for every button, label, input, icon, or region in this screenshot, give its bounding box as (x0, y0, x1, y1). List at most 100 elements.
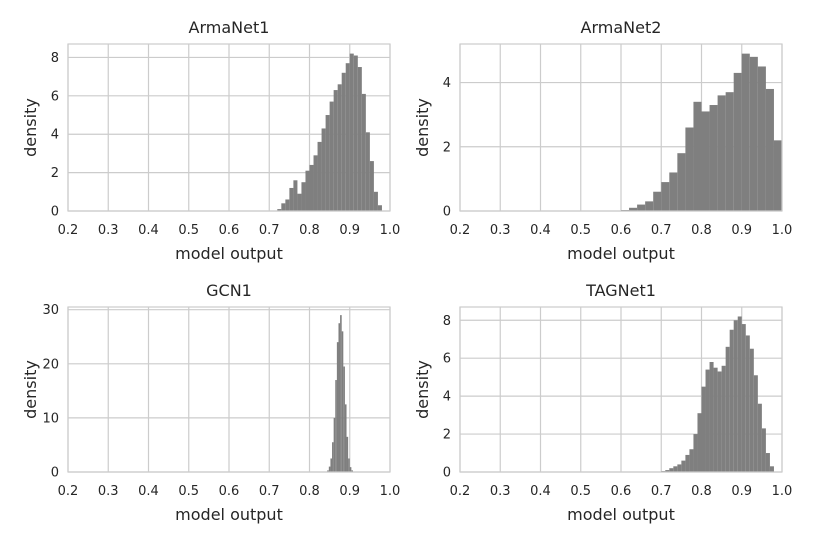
y-axis-label: density (413, 98, 432, 157)
y-tick-label: 8 (443, 314, 451, 329)
histogram-bar (377, 205, 382, 211)
x-tick-label: 0.2 (450, 223, 471, 238)
x-tick-label: 1.0 (380, 223, 401, 238)
histogram-bar (705, 369, 710, 472)
histogram-bar (335, 380, 337, 472)
x-tick-label: 1.0 (772, 484, 793, 499)
histogram-bar (693, 101, 702, 211)
histogram-bar (681, 460, 686, 472)
histogram-bar (345, 63, 350, 211)
histogram-bar (733, 72, 742, 212)
histogram-bar (725, 346, 730, 472)
histogram-bar (701, 386, 706, 472)
histogram-bar (729, 329, 734, 472)
histogram-bar (344, 404, 347, 472)
histogram-bar (765, 88, 774, 211)
y-tick-label: 0 (51, 205, 59, 220)
x-tick-label: 0.8 (691, 223, 712, 238)
y-tick-label: 0 (443, 205, 451, 220)
histogram-bar (737, 316, 742, 472)
subplot-title: GCN1 (206, 281, 252, 300)
histogram-bar (325, 115, 330, 211)
x-tick-label: 0.5 (178, 484, 199, 499)
histogram-bar (773, 140, 782, 211)
y-tick-label: 0 (443, 466, 451, 481)
x-tick-label: 0.9 (339, 484, 360, 499)
histogram-bar (351, 470, 353, 472)
x-axis-label: model output (175, 505, 283, 524)
histogram-bar (673, 466, 678, 472)
histogram-bar (769, 466, 774, 472)
y-tick-label: 6 (51, 89, 59, 104)
histogram-bar (327, 470, 329, 472)
histogram-bar (343, 366, 345, 472)
histogram-bar (329, 101, 334, 211)
histogram-bar (757, 403, 762, 472)
y-tick-label: 10 (42, 411, 59, 426)
histogram-bar (653, 191, 662, 211)
histogram-bar (285, 199, 290, 211)
x-tick-label: 0.7 (651, 223, 672, 238)
x-tick-label: 0.7 (259, 484, 280, 499)
histogram-bar (341, 72, 346, 211)
y-tick-label: 2 (51, 166, 59, 181)
histogram-bar (701, 111, 710, 211)
histogram-bar (669, 172, 678, 211)
x-tick-label: 0.8 (299, 223, 320, 238)
histogram-bar (685, 454, 690, 472)
x-tick-label: 0.3 (490, 484, 511, 499)
histogram-bar (333, 417, 336, 472)
histogram-bar (328, 466, 331, 472)
y-tick-label: 4 (443, 76, 451, 91)
subplot-title: ArmaNet2 (581, 18, 662, 37)
histogram-bar (709, 362, 714, 472)
histogram-bar (348, 458, 350, 472)
y-tick-label: 0 (51, 466, 59, 481)
histogram-bar (357, 67, 362, 211)
histogram-bar (277, 209, 282, 211)
histogram-bar (361, 93, 366, 211)
histogram-bar (741, 324, 746, 472)
x-axis-label: model output (567, 505, 675, 524)
histogram-bar (717, 95, 726, 211)
plot-area-frame (459, 306, 783, 473)
y-axis-label: density (413, 360, 432, 419)
x-tick-label: 0.3 (98, 484, 119, 499)
histogram-bar (685, 127, 694, 211)
histogram-bar (337, 84, 342, 211)
histogram-bar (753, 375, 758, 472)
histogram-bar (346, 436, 349, 472)
histogram-bar (745, 335, 750, 472)
histogram-bar (749, 56, 758, 211)
histogram-bar (309, 164, 314, 211)
subplot-tagnet1: 0.2 0.3 0.4 0.5 0.6 0.7 0.8 0.9 1.0 0 2 4 6 8 TAGNet1 m… (413, 281, 792, 524)
histogram-bar (733, 320, 738, 472)
histogram-bar (281, 203, 286, 211)
histogram-bar (332, 442, 334, 472)
x-tick-label: 0.4 (138, 223, 159, 238)
x-tick-label: 0.6 (219, 484, 240, 499)
y-axis-label: density (21, 360, 40, 419)
y-tick-label: 20 (42, 357, 59, 372)
x-tick-label: 0.2 (450, 484, 471, 499)
subplot-armanet2: 0.2 0.3 0.4 0.5 0.6 0.7 0.8 0.9 1.0 0 2 4 ArmaNet2 mo… (413, 18, 792, 263)
histogram-bar (741, 53, 750, 212)
x-tick-label: 0.7 (259, 223, 280, 238)
x-tick-label: 0.7 (651, 484, 672, 499)
x-tick-label: 0.5 (570, 484, 591, 499)
x-tick-label: 0.4 (530, 223, 551, 238)
y-axis-label: density (21, 98, 40, 157)
histogram-bar (349, 53, 354, 211)
subplot-armanet1: 0.2 0.3 0.4 0.5 0.6 0.7 0.8 0.9 1.0 0 2 4 6 8 ArmaNet1… (21, 18, 400, 263)
x-tick-label: 0.6 (611, 223, 632, 238)
y-tick-label: 30 (42, 303, 59, 318)
histogram-bar (321, 128, 326, 211)
histogram-bar (689, 449, 694, 472)
histogram-bar (333, 90, 338, 211)
histogram-bar (353, 55, 358, 211)
histogram-bar (761, 428, 766, 472)
x-tick-label: 0.6 (219, 223, 240, 238)
plot-area-frame (67, 306, 391, 473)
histogram-bar (301, 182, 306, 211)
histogram-bar (317, 141, 322, 211)
